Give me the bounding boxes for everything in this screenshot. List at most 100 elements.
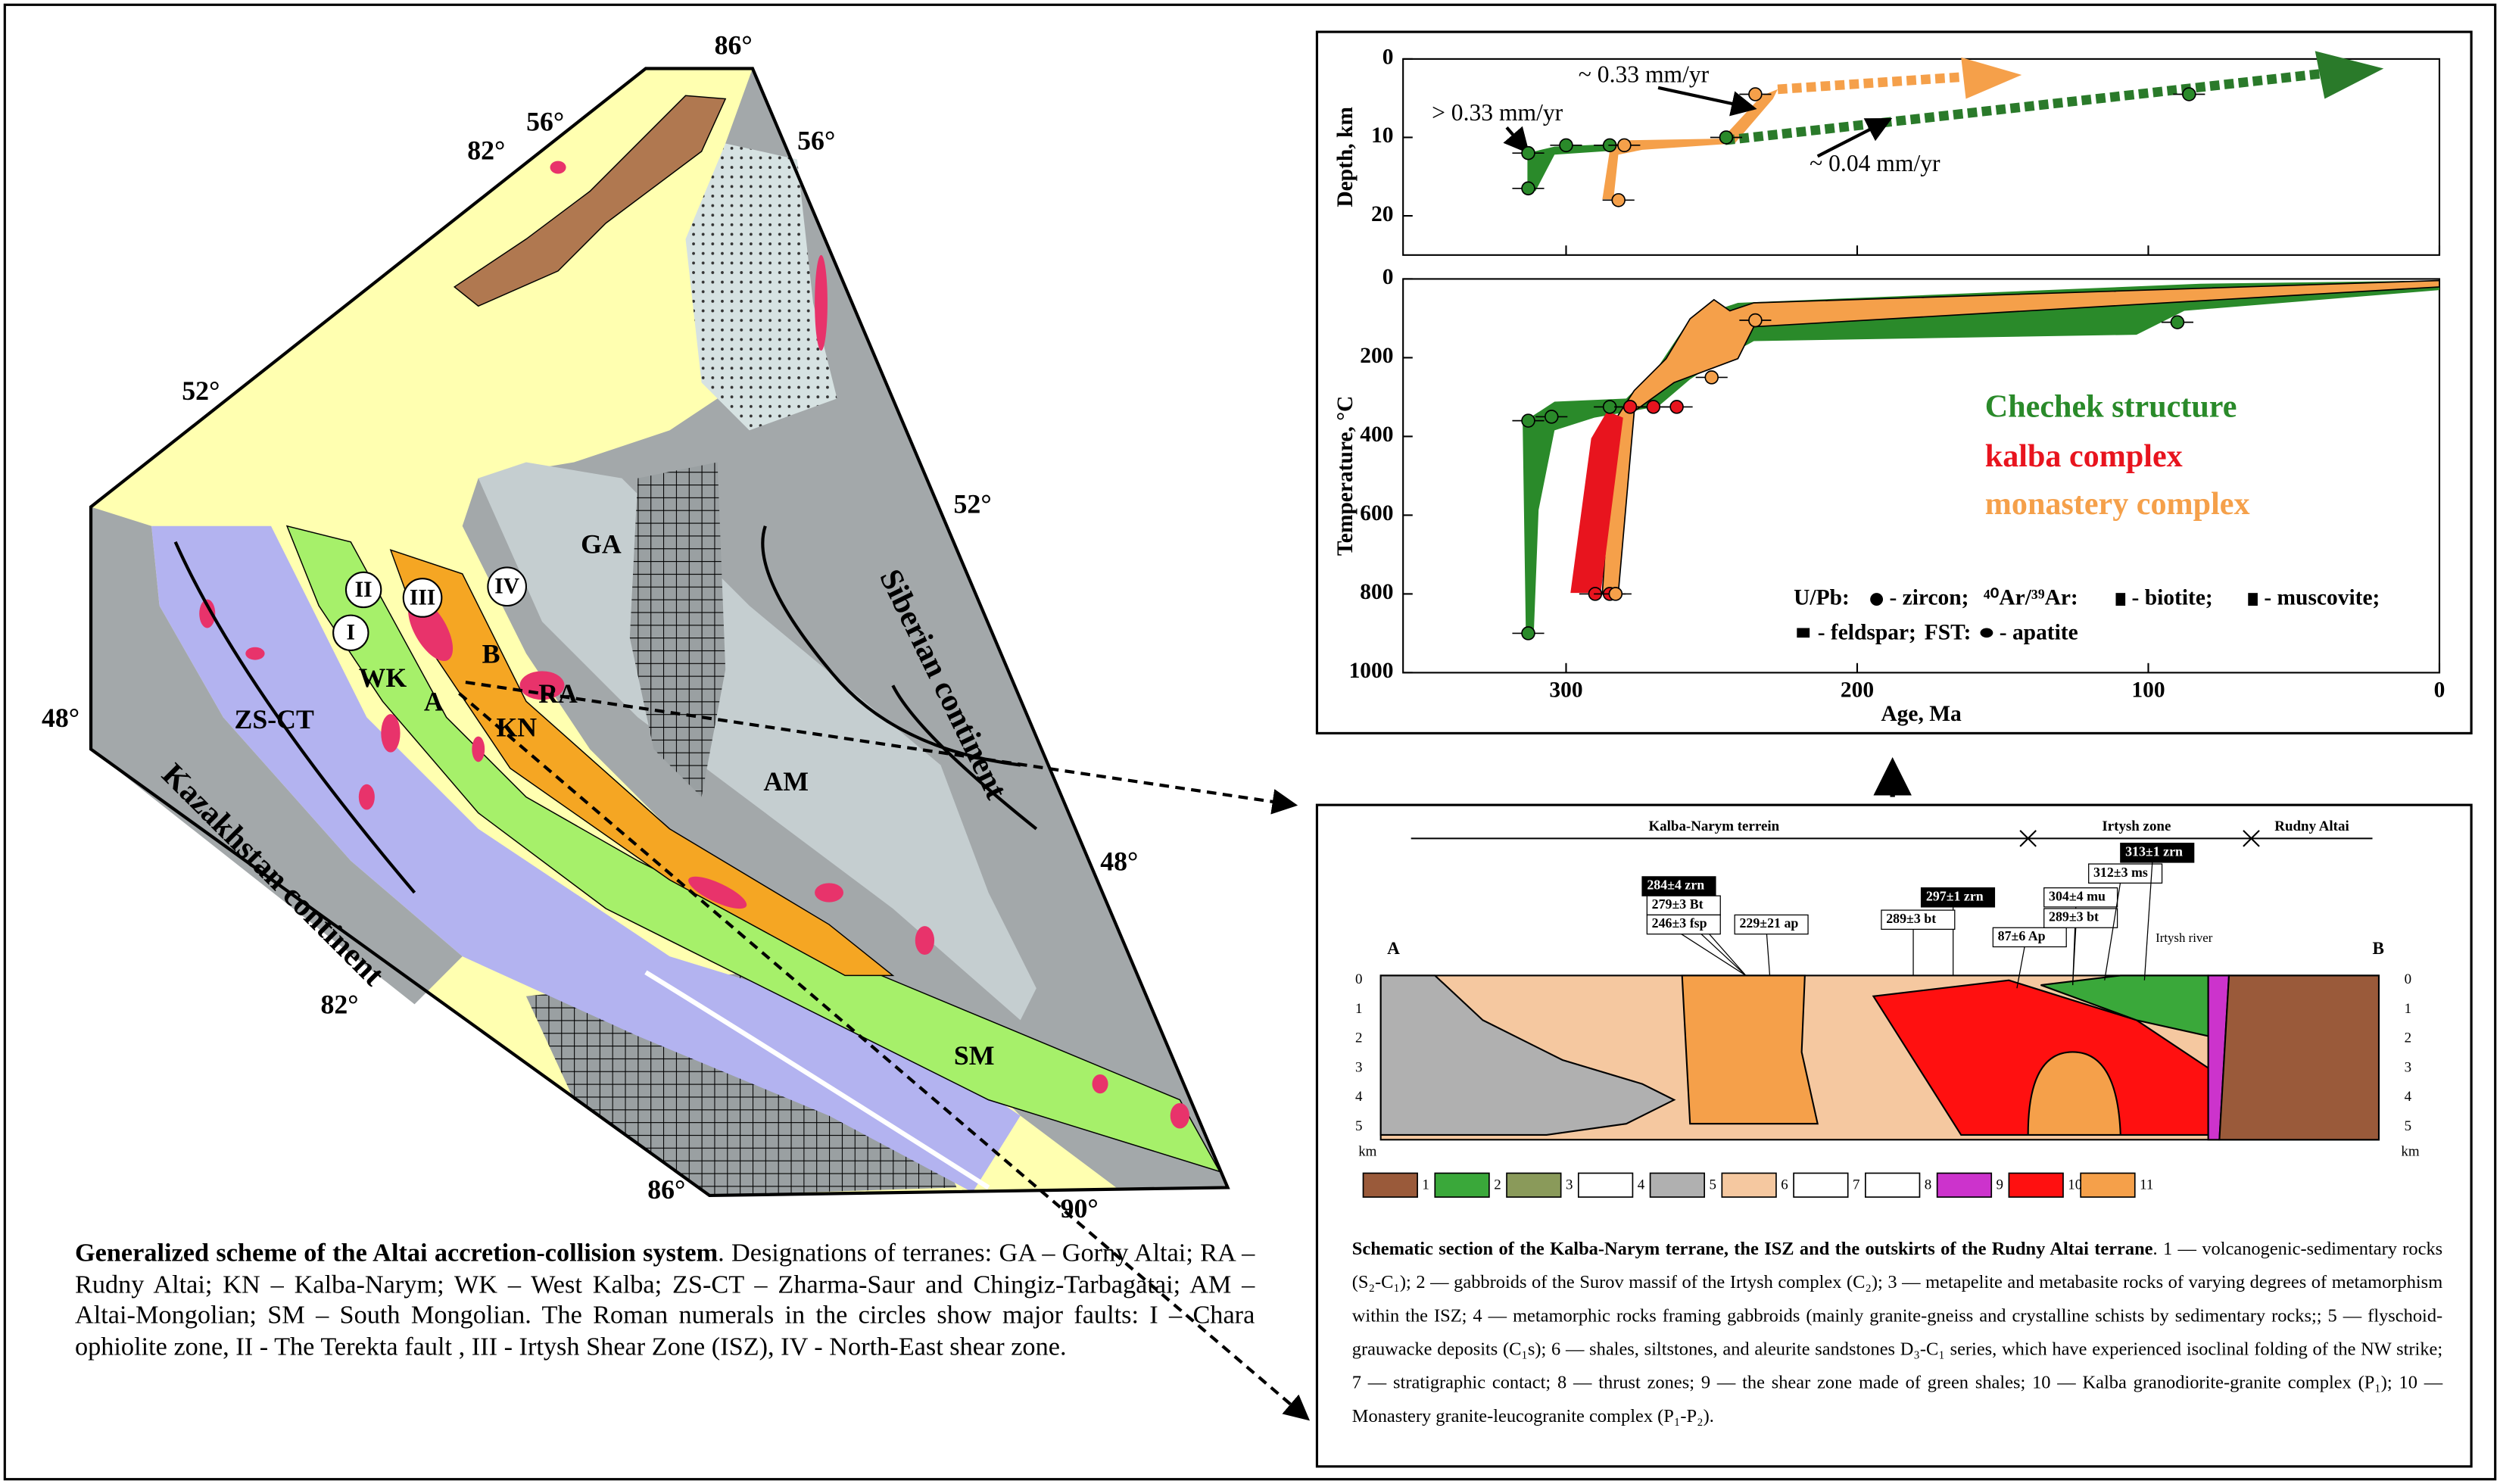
- data-point: [1704, 370, 1719, 385]
- depth-tick-label: 3: [2405, 1059, 2411, 1075]
- depth-band: [1602, 89, 1778, 200]
- x-tick-label: 200: [1841, 678, 1874, 702]
- fault-label: II: [355, 578, 373, 602]
- annotation: ~ 0.33 mm/yr: [1579, 61, 1710, 87]
- section-end: A: [1387, 939, 1400, 959]
- header-mark: [2019, 830, 2260, 847]
- depth-tick-label: 0: [2405, 971, 2411, 987]
- hatch-region: [629, 462, 726, 797]
- map-caption: Generalized scheme of the Altai accretio…: [75, 1237, 1255, 1361]
- coord-label: 52°: [182, 376, 220, 406]
- data-point: [1719, 130, 1734, 145]
- pointer: [1816, 117, 1893, 158]
- annotation: ~ 0.04 mm/yr: [1810, 150, 1940, 176]
- section-header: Irtysh zone: [2102, 818, 2171, 834]
- data-point: [1623, 400, 1638, 414]
- plot-frame: [1402, 58, 2441, 256]
- x-axis-label: Age, Ma: [1881, 702, 1962, 726]
- depth-tick-label: 0: [1355, 971, 1362, 987]
- fault-circle: [487, 566, 527, 607]
- pointer: [1503, 126, 1530, 154]
- legend-number: 11: [2140, 1177, 2153, 1193]
- data-point: [1646, 400, 1661, 414]
- data-point: [1521, 145, 1535, 161]
- depth-tick-label: 2: [2405, 1030, 2411, 1046]
- symbol-legend: - biotite;: [2132, 585, 2213, 610]
- coord-label: 82°: [467, 135, 505, 165]
- section-label: 229±21 ap: [1740, 915, 1799, 931]
- section-label: 87±6 Ap: [1998, 928, 2046, 943]
- section-caption: Schematic section of the Kalba-Narym ter…: [1352, 1232, 2442, 1433]
- label-leader: [1766, 932, 1771, 976]
- x-tick-label: 100: [2131, 678, 2165, 702]
- x-tick-label: 300: [1549, 678, 1582, 702]
- volcanic-block: [2218, 974, 2380, 1141]
- section-label: 289±3 bt: [1886, 911, 1936, 926]
- data-point: [1521, 626, 1535, 641]
- link-arrow: [458, 692, 1311, 1421]
- symbol-legend: ⁴⁰Ar/³⁹Ar:: [1984, 585, 2078, 610]
- coord-label: 86°: [715, 30, 753, 60]
- data-point: [1611, 193, 1626, 207]
- data-point: [1617, 138, 1632, 153]
- depth-unit: km: [2401, 1143, 2419, 1159]
- depth-tick-label: 1: [2405, 1001, 2411, 1017]
- legend-number: 2: [1494, 1177, 1501, 1193]
- legend-symbol: [1870, 593, 1884, 606]
- annotation: > 0.33 mm/yr: [1432, 99, 1563, 126]
- terrane-label: SM: [954, 1040, 995, 1071]
- symbol-legend: U/Pb:: [1794, 585, 1850, 610]
- data-point: [1748, 313, 1763, 328]
- label-box: [1646, 895, 1721, 916]
- label-box: [2043, 908, 2118, 928]
- terrane-label: ZS-CT: [235, 704, 315, 734]
- kalba-band: [1570, 411, 1623, 594]
- depth-tick-label: 1: [1355, 1001, 1362, 1017]
- label-leader: [2104, 881, 2121, 980]
- section-header: Rudny Altai: [2274, 818, 2349, 834]
- caption-title: Generalized scheme of the Altai accretio…: [74, 1236, 719, 1267]
- map-frame: [89, 67, 1230, 1198]
- brown-region: [453, 95, 727, 307]
- coord-label: 48°: [42, 703, 79, 733]
- legend-swatch: [1434, 1172, 1490, 1198]
- legend-number: 6: [1781, 1177, 1788, 1193]
- zs-ct-region: [151, 525, 1021, 1192]
- y-tick-label: 800: [1360, 580, 1393, 604]
- legend-swatch: [1577, 1172, 1634, 1198]
- y-tick-label: 600: [1360, 501, 1393, 525]
- label-box: [1881, 909, 1956, 930]
- section-label: 284±4 zrn: [1647, 878, 1704, 893]
- map: 86° 56° 82° 56° 52° 52° 48° 48° 82° 86° …: [42, 30, 1311, 1421]
- y-tick-label: 200: [1360, 344, 1393, 368]
- siberian-region: [462, 68, 1228, 1188]
- data-point: [1544, 410, 1559, 424]
- depth-tick-label: 5: [1355, 1118, 1362, 1134]
- x-tick-label: 0: [2434, 678, 2445, 702]
- symbol-legend: - feldspar;: [1818, 621, 1916, 645]
- legend-number: 3: [1566, 1177, 1573, 1193]
- data-point: [1521, 181, 1535, 196]
- y-axis-label: Depth, km: [1333, 107, 1358, 207]
- y-tick-label: 10: [1371, 123, 1393, 148]
- terrane-label: AM: [763, 766, 809, 797]
- fault-label: I: [347, 621, 355, 645]
- fault-lines: [173, 525, 1038, 894]
- depth-unit: km: [1358, 1143, 1376, 1159]
- legend-number: 9: [1997, 1177, 2003, 1193]
- data-point: [1748, 87, 1763, 101]
- section-label: 304±4 mu: [2049, 888, 2106, 903]
- legend-entry: kalba complex: [1985, 438, 2183, 474]
- arrow-head: [2315, 51, 2384, 99]
- monastery-stock: [2027, 1051, 2121, 1136]
- symbol-legend: FST:: [1925, 621, 1972, 645]
- arrow-head: [1961, 57, 2022, 99]
- y-tick-label: 0: [1382, 45, 1394, 70]
- legend-swatch: [1506, 1172, 1562, 1198]
- fault-circle: [402, 578, 443, 618]
- granite-blobs: [199, 161, 1189, 1129]
- caption-title: Schematic section of the Kalba-Narym ter…: [1351, 1238, 2153, 1260]
- symbol-legend: - apatite: [2000, 621, 2078, 645]
- legend-symbol: [2115, 593, 2126, 606]
